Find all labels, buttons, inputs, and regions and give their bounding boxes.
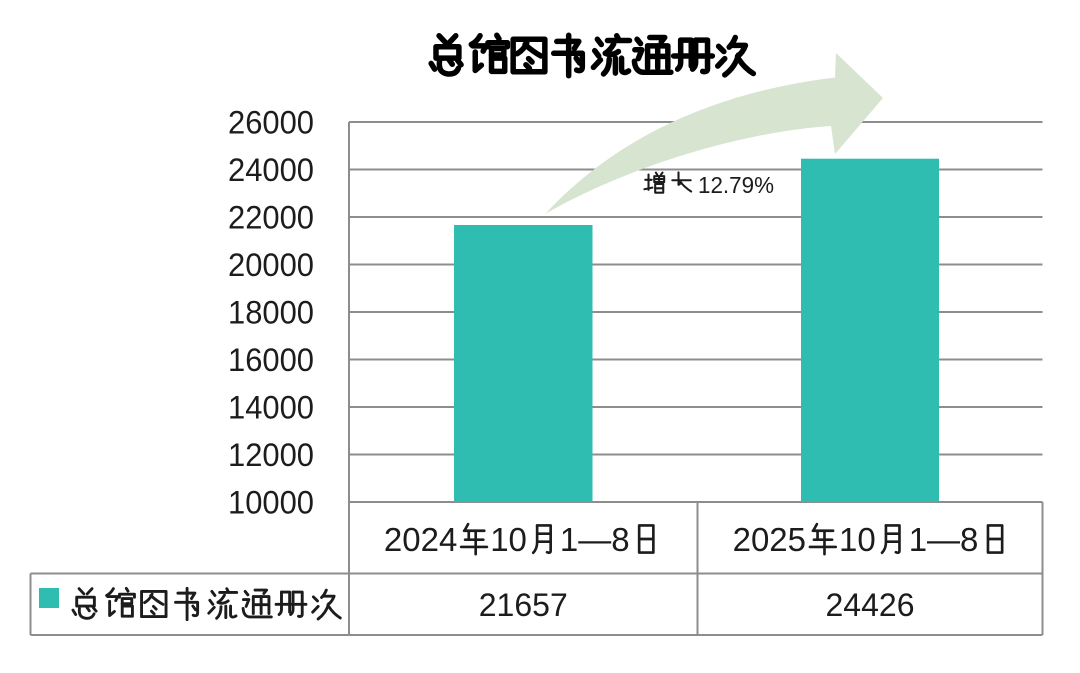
svg-text:24426: 24426 xyxy=(826,587,915,623)
svg-text:22000: 22000 xyxy=(228,200,314,236)
svg-text:8: 8 xyxy=(960,521,978,558)
svg-text:10000: 10000 xyxy=(228,485,314,521)
svg-text:26000: 26000 xyxy=(228,105,314,141)
svg-text:16000: 16000 xyxy=(228,342,314,378)
svg-text:8: 8 xyxy=(611,521,629,558)
svg-text:20000: 20000 xyxy=(228,247,314,283)
svg-text:10: 10 xyxy=(839,521,876,558)
svg-text:2024: 2024 xyxy=(384,521,457,558)
svg-text:14000: 14000 xyxy=(228,390,314,426)
svg-text:1: 1 xyxy=(909,521,927,558)
svg-text:1: 1 xyxy=(560,521,578,558)
svg-text:24000: 24000 xyxy=(228,152,314,188)
svg-text:21657: 21657 xyxy=(479,587,568,623)
svg-text:10: 10 xyxy=(490,521,527,558)
svg-text:2025: 2025 xyxy=(733,521,806,558)
svg-text:—: — xyxy=(927,521,960,558)
svg-text:18000: 18000 xyxy=(228,295,314,331)
svg-text:12000: 12000 xyxy=(228,437,314,473)
svg-text:—: — xyxy=(578,521,611,558)
svg-text:12.79%: 12.79% xyxy=(698,172,774,198)
